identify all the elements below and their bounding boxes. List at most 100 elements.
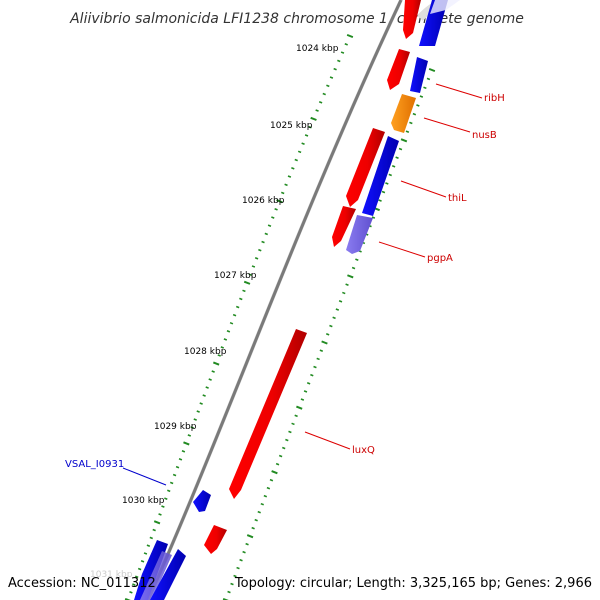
- minor-tick-mark: [385, 182, 389, 185]
- tick-label: 1027 kbp: [214, 271, 257, 281]
- minor-tick-mark: [338, 299, 343, 303]
- minor-tick-mark: [132, 583, 136, 586]
- minor-tick-mark: [140, 559, 145, 563]
- minor-tick-mark: [169, 481, 174, 485]
- minor-tick-mark: [146, 544, 151, 548]
- minor-tick-mark: [190, 426, 194, 429]
- minor-tick-mark: [167, 489, 171, 493]
- major-tick-mark: [243, 280, 251, 285]
- gene-label-luxQ: luxQ: [352, 445, 375, 456]
- minor-tick-mark: [242, 289, 246, 293]
- tick-label: 1025 kbp: [270, 121, 313, 131]
- minor-tick-mark: [261, 240, 265, 244]
- minor-tick-mark: [275, 462, 280, 466]
- leader-line: [400, 180, 447, 198]
- minor-tick-mark: [419, 95, 424, 98]
- minor-tick-mark: [187, 434, 192, 437]
- minor-tick-mark: [248, 273, 252, 276]
- minor-tick-mark: [303, 390, 308, 393]
- minor-tick-mark: [202, 394, 206, 397]
- minor-tick-mark: [280, 191, 285, 195]
- minor-tick-mark: [220, 346, 225, 349]
- minor-tick-mark: [294, 414, 298, 418]
- minor-tick-mark: [196, 410, 200, 413]
- chromosome-backbone-line: [146, 0, 403, 600]
- minor-tick-mark: [301, 142, 305, 145]
- minor-tick-mark: [258, 248, 262, 252]
- minor-tick-mark: [294, 158, 298, 162]
- major-tick-mark: [222, 597, 229, 600]
- minor-tick-mark: [342, 291, 346, 295]
- minor-tick-mark: [242, 550, 246, 554]
- minor-tick-mark: [172, 473, 177, 477]
- gene-arrow-pgpA: [332, 206, 356, 247]
- minor-tick-mark: [149, 536, 154, 540]
- tick-label: 1028 kbp: [184, 347, 227, 357]
- minor-tick-mark: [416, 104, 420, 107]
- minor-tick-mark: [325, 332, 330, 336]
- minor-tick-mark: [205, 386, 209, 389]
- minor-tick-mark: [412, 112, 417, 116]
- minor-tick-mark: [306, 382, 311, 385]
- gene-arrow-forward: [403, 0, 421, 39]
- minor-tick-mark: [378, 199, 382, 202]
- minor-tick-mark: [175, 465, 180, 469]
- minor-tick-mark: [315, 109, 319, 112]
- minor-tick-mark: [398, 147, 403, 151]
- minor-tick-mark: [316, 357, 320, 361]
- minor-tick-mark: [143, 552, 148, 555]
- minor-tick-mark: [335, 308, 340, 311]
- minor-tick-mark: [409, 121, 413, 125]
- gene-arrow-reverse: [134, 540, 168, 600]
- minor-tick-mark: [291, 422, 295, 426]
- minor-tick-mark: [266, 486, 271, 490]
- leader-line: [435, 83, 483, 99]
- gene-arrow-nusB: [391, 94, 416, 133]
- tick-ring-right: [222, 67, 436, 600]
- minor-tick-mark: [388, 173, 392, 177]
- minor-tick-mark: [355, 258, 359, 261]
- leader-line: [122, 467, 167, 486]
- minor-tick-mark: [263, 494, 268, 498]
- minor-tick-mark: [340, 51, 345, 54]
- major-tick-mark: [321, 340, 328, 345]
- minor-tick-mark: [152, 528, 156, 532]
- minor-tick-mark: [332, 316, 336, 320]
- leader-line: [423, 117, 471, 133]
- minor-tick-mark: [304, 134, 309, 137]
- minor-tick-mark: [371, 216, 376, 219]
- minor-tick-mark: [351, 266, 356, 270]
- minor-tick-mark: [426, 77, 431, 81]
- minor-tick-mark: [313, 365, 317, 369]
- minor-tick-mark: [229, 321, 234, 325]
- minor-tick-mark: [223, 338, 228, 341]
- accession-text: Accession: NC_011312: [8, 576, 156, 591]
- tick-label-faded: 1031 kbp: [90, 570, 133, 580]
- gene-arrow-reverse: [419, 0, 448, 46]
- major-tick-mark: [296, 405, 303, 410]
- minor-tick-mark: [329, 76, 334, 79]
- minor-tick-mark: [135, 575, 139, 579]
- minor-tick-mark: [391, 164, 396, 168]
- minor-tick-mark: [211, 370, 215, 373]
- minor-tick-mark: [333, 67, 337, 71]
- tick-label: 1024 kbp: [296, 44, 339, 54]
- minor-tick-mark: [251, 265, 256, 268]
- minor-tick-mark: [345, 283, 349, 286]
- minor-tick-mark: [199, 402, 203, 405]
- gene-label-thiL: thiL: [448, 193, 467, 204]
- minor-tick-mark: [264, 232, 269, 236]
- topology-text: Topology: circular; Length: 3,325,165 bp…: [234, 576, 592, 591]
- minor-tick-mark: [254, 518, 258, 522]
- minor-tick-mark: [423, 86, 427, 90]
- major-tick-mark: [271, 470, 278, 475]
- leader-line: [304, 431, 351, 450]
- kbp-labels: 1024 kbp 1025 kbp 1026 kbp 1027 kbp 1028…: [90, 44, 339, 580]
- minor-tick-mark: [164, 497, 168, 501]
- minor-tick-mark: [193, 418, 197, 421]
- gene-features: [134, 0, 460, 600]
- minor-tick-mark: [257, 510, 261, 514]
- gene-arrow-faded: [430, 0, 460, 14]
- major-tick-mark: [276, 199, 283, 204]
- minor-tick-mark: [267, 224, 272, 228]
